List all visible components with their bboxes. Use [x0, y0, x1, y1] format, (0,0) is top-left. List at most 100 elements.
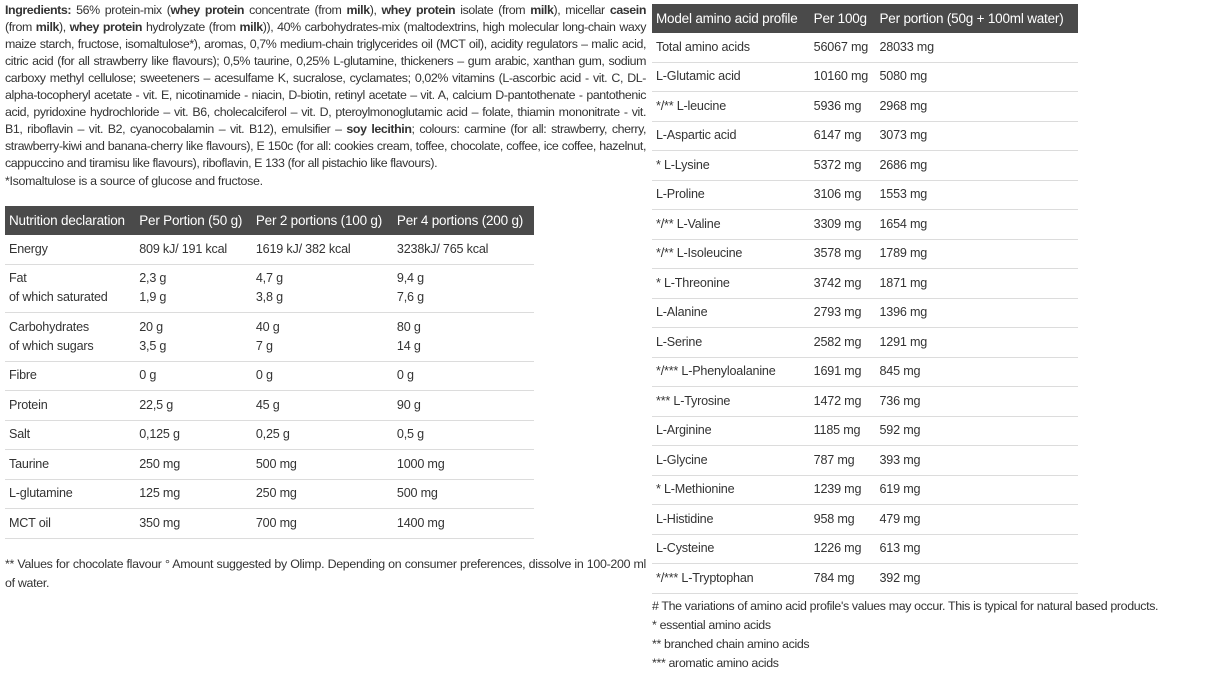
nutrition-cell-line: of which sugars	[9, 337, 131, 356]
nutrition-cell-line: 250 mg	[256, 484, 389, 503]
nutrition-cell-line: 1,9 g	[139, 288, 248, 307]
amino-cell: 56067 mg	[810, 33, 876, 62]
amino-cell: * L-Lysine	[652, 151, 810, 181]
nutrition-cell: 22,5 g	[135, 391, 252, 421]
amino-cell: */** L-leucine	[652, 92, 810, 122]
amino-cell: 5936 mg	[810, 92, 876, 122]
amino-cell: 1396 mg	[875, 298, 1078, 328]
nutrition-cell-line: 90 g	[397, 396, 530, 415]
amino-cell: 1239 mg	[810, 475, 876, 505]
nutrition-cell: 1400 mg	[393, 509, 534, 539]
nutrition-cell-line: Taurine	[9, 455, 131, 474]
amino-cell: */*** L-Phenyloalanine	[652, 357, 810, 387]
nutrition-cell: 250 mg	[135, 450, 252, 480]
ingredient-highlight: soy lecithin	[346, 122, 411, 136]
nutrition-cell-line: 1000 mg	[397, 455, 530, 474]
nutrition-cell: L-glutamine	[5, 479, 135, 509]
nutrition-cell-line: Salt	[9, 425, 131, 444]
nutrition-cell-line: Carbohydrates	[9, 318, 131, 337]
nutrition-cell-line: 500 mg	[256, 455, 389, 474]
nutrition-cell-line: 0,5 g	[397, 425, 530, 444]
amino-cell: 10160 mg	[810, 62, 876, 92]
amino-cell: L-Serine	[652, 328, 810, 358]
ingredient-text: (from	[5, 20, 36, 34]
amino-cell: 6147 mg	[810, 121, 876, 151]
amino-cell: */*** L-Tryptophan	[652, 564, 810, 594]
amino-cell: 3578 mg	[810, 239, 876, 269]
amino-footnotes: # The variations of amino acid profile's…	[652, 597, 1210, 673]
nutrition-cell: 350 mg	[135, 509, 252, 539]
nutrition-cell-line: 350 mg	[139, 514, 248, 533]
ingredient-highlight: Ingredients:	[5, 3, 71, 17]
amino-cell: 1185 mg	[810, 416, 876, 446]
nutrition-header: Nutrition declaration	[5, 206, 135, 235]
ingredient-highlight: whey protein	[70, 20, 142, 34]
amino-cell: 3106 mg	[810, 180, 876, 210]
nutrition-cell: Energy	[5, 235, 135, 264]
nutrition-cell-line: 0 g	[139, 366, 248, 385]
nutrition-cell: Fibre	[5, 361, 135, 391]
amino-footnote: # The variations of amino acid profile's…	[652, 597, 1210, 616]
ingredient-highlight: milk	[36, 20, 59, 34]
amino-cell: 787 mg	[810, 446, 876, 476]
ingredient-text: hydrolyzate (from	[142, 20, 239, 34]
nutrition-cell-line: 0,125 g	[139, 425, 248, 444]
nutrition-cell: 3238kJ/ 765 kcal	[393, 235, 534, 264]
ingredient-highlight: whey protein	[382, 3, 456, 17]
ingredient-text: isolate (from	[455, 3, 530, 17]
amino-cell: 393 mg	[875, 446, 1078, 476]
nutrition-cell: 90 g	[393, 391, 534, 421]
nutrition-cell-line: 4,7 g	[256, 269, 389, 288]
nutrition-cell: 809 kJ/ 191 kcal	[135, 235, 252, 264]
amino-cell: 1691 mg	[810, 357, 876, 387]
amino-cell: L-Aspartic acid	[652, 121, 810, 151]
ingredient-text: )), 40% carbohydrates-mix (maltodextrins…	[5, 20, 646, 136]
footnote-chocolate: ** Values for chocolate flavour ° Amount…	[5, 555, 646, 594]
amino-cell: 479 mg	[875, 505, 1078, 535]
amino-cell: L-Arginine	[652, 416, 810, 446]
amino-header: Per 100g	[810, 4, 876, 33]
amino-footnote: * essential amino acids	[652, 616, 1210, 635]
nutrition-cell-line: 2,3 g	[139, 269, 248, 288]
nutrition-header: Per Portion (50 g)	[135, 206, 252, 235]
ingredient-text: concentrate (from	[244, 3, 346, 17]
amino-cell: 784 mg	[810, 564, 876, 594]
amino-cell: L-Glutamic acid	[652, 62, 810, 92]
nutrition-cell-line: Protein	[9, 396, 131, 415]
nutrition-cell-line: 20 g	[139, 318, 248, 337]
nutrition-cell: 0,125 g	[135, 420, 252, 450]
amino-cell: L-Alanine	[652, 298, 810, 328]
amino-cell: 28033 mg	[875, 33, 1078, 62]
nutrition-cell-line: 45 g	[256, 396, 389, 415]
nutrition-cell-line: 125 mg	[139, 484, 248, 503]
ingredient-highlight: milk	[240, 20, 263, 34]
nutrition-cell: 0 g	[252, 361, 393, 391]
nutrition-cell-line: of which saturated	[9, 288, 131, 307]
nutrition-cell-line: 9,4 g	[397, 269, 530, 288]
